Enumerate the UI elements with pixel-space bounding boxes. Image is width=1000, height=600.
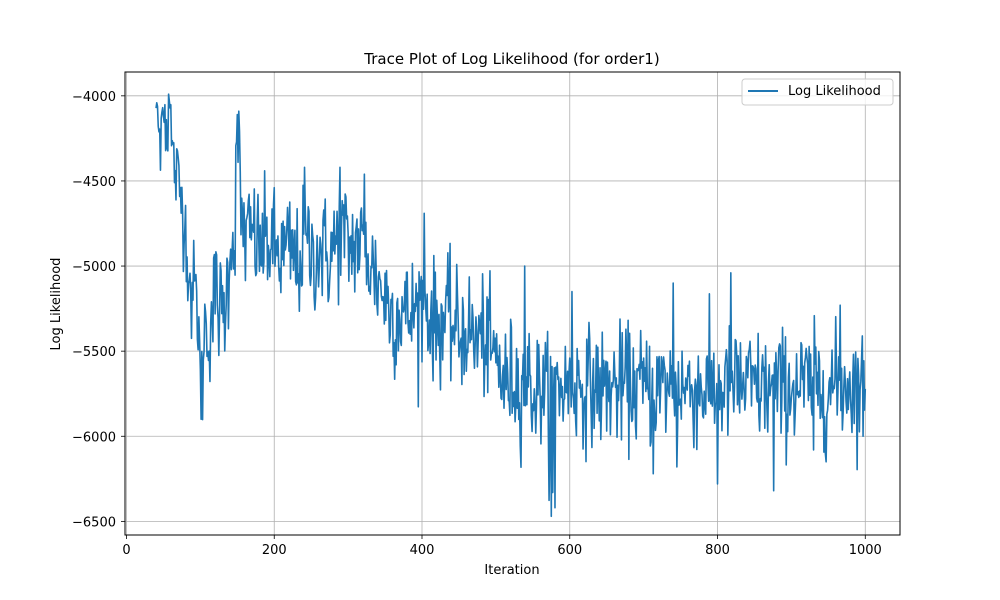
x-tick-label: 200 <box>262 543 287 558</box>
x-tick-label: 800 <box>705 543 730 558</box>
x-tick-label: 400 <box>410 543 435 558</box>
x-axis-label: Iteration <box>484 563 539 578</box>
series-layer <box>155 93 867 518</box>
legend-box <box>741 78 894 106</box>
y-tick-label: −5000 <box>72 260 116 275</box>
y-tick-label: −4500 <box>72 175 116 190</box>
legend-label: Log Likelihood <box>788 84 881 99</box>
chart-title: Trace Plot of Log Likelihood (for order1… <box>363 50 659 68</box>
y-tick-label: −6500 <box>72 515 116 530</box>
plot-frame <box>124 71 901 536</box>
grid <box>125 72 900 535</box>
x-axis: 0 200 400 600 800 1000 <box>122 535 882 558</box>
y-axis: −6500 −6000 −5500 −5000 −4500 −4000 <box>72 90 125 530</box>
log-likelihood-series-line <box>155 93 867 518</box>
x-tick-label: 0 <box>122 543 130 558</box>
y-tick-label: −5500 <box>72 345 116 360</box>
x-tick-label: 600 <box>557 543 582 558</box>
y-tick-label: −4000 <box>72 90 116 105</box>
x-tick-label: 1000 <box>849 543 882 558</box>
y-axis-label: Log Likelihood <box>49 258 64 351</box>
legend: Log Likelihood <box>741 78 894 106</box>
y-tick-label: −6000 <box>72 430 116 445</box>
